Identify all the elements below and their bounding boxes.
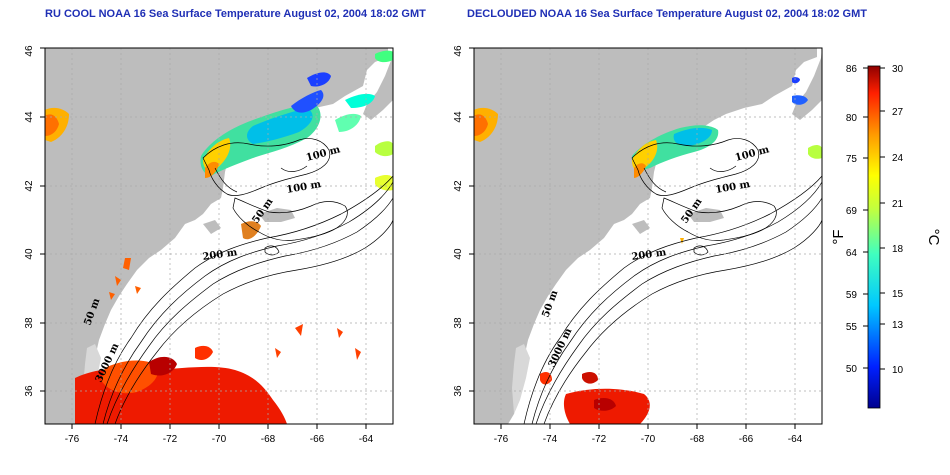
x-tick-label: -72 [592, 434, 607, 445]
x-tick-label: -74 [114, 434, 129, 445]
y-tick-label: 38 [453, 317, 464, 329]
x-tick-label: -66 [310, 434, 325, 445]
y-tick-label: 46 [24, 45, 35, 57]
fahrenheit-label: °F [830, 229, 847, 244]
x-tick-label: -76 [494, 434, 509, 445]
fahrenheit-tick: 75 [846, 154, 858, 165]
y-tick-label: 42 [24, 180, 35, 192]
fahrenheit-tick: 59 [846, 290, 858, 301]
y-tick-label: 40 [453, 248, 464, 260]
right-map-title: DECLOUDED NOAA 16 Sea Surface Temperatur… [467, 8, 867, 20]
temperature-colorbar: 86 80 75 69 64 59 55 50 30 27 24 21 18 1… [830, 64, 942, 409]
celsius-label: °C [925, 229, 942, 246]
x-tick-label: -70 [641, 434, 656, 445]
y-tick-label: 36 [24, 385, 35, 397]
right-map-panel: 100 m 100 m 50 m 200 m 50 m 3000 m -76 -… [453, 45, 823, 445]
fahrenheit-tick: 55 [846, 322, 858, 333]
x-tick-label: -64 [359, 434, 374, 445]
x-tick-label: -72 [163, 434, 178, 445]
y-tick-label: 46 [453, 45, 464, 57]
fahrenheit-tick: 86 [846, 64, 858, 75]
colorbar-gradient [867, 65, 881, 409]
celsius-tick: 27 [892, 107, 904, 118]
x-tick-label: -74 [543, 434, 558, 445]
celsius-tick: 30 [892, 64, 904, 75]
y-tick-label: 36 [453, 385, 464, 397]
y-tick-label: 40 [24, 248, 35, 260]
graticule [45, 48, 393, 424]
x-tick-label: -70 [212, 434, 227, 445]
celsius-tick: 18 [892, 244, 904, 255]
y-tick-label: 44 [24, 111, 35, 123]
y-tick-label: 38 [24, 317, 35, 329]
left-map-title: RU COOL NOAA 16 Sea Surface Temperature … [45, 8, 426, 20]
contour-label: 200 m [202, 247, 239, 263]
celsius-tick: 13 [892, 320, 904, 331]
fahrenheit-tick: 69 [846, 206, 858, 217]
x-tick-label: -66 [739, 434, 754, 445]
celsius-tick: 10 [892, 365, 904, 376]
x-tick-label: -68 [690, 434, 705, 445]
graticule [474, 48, 822, 424]
fahrenheit-tick: 50 [846, 364, 858, 375]
contour-label: 200 m [631, 247, 668, 263]
x-tick-label: -68 [261, 434, 276, 445]
fahrenheit-tick: 80 [846, 113, 858, 124]
celsius-tick: 21 [892, 199, 904, 210]
x-tick-label: -64 [788, 434, 803, 445]
celsius-tick: 24 [892, 153, 904, 164]
y-tick-label: 44 [453, 111, 464, 123]
y-tick-label: 42 [453, 180, 464, 192]
left-map-panel: 100 m 100 m 50 m 200 m 50 m 3000 m -76 -… [24, 45, 394, 445]
x-tick-label: -76 [65, 434, 80, 445]
celsius-tick: 15 [892, 289, 904, 300]
fahrenheit-tick: 64 [846, 248, 858, 259]
